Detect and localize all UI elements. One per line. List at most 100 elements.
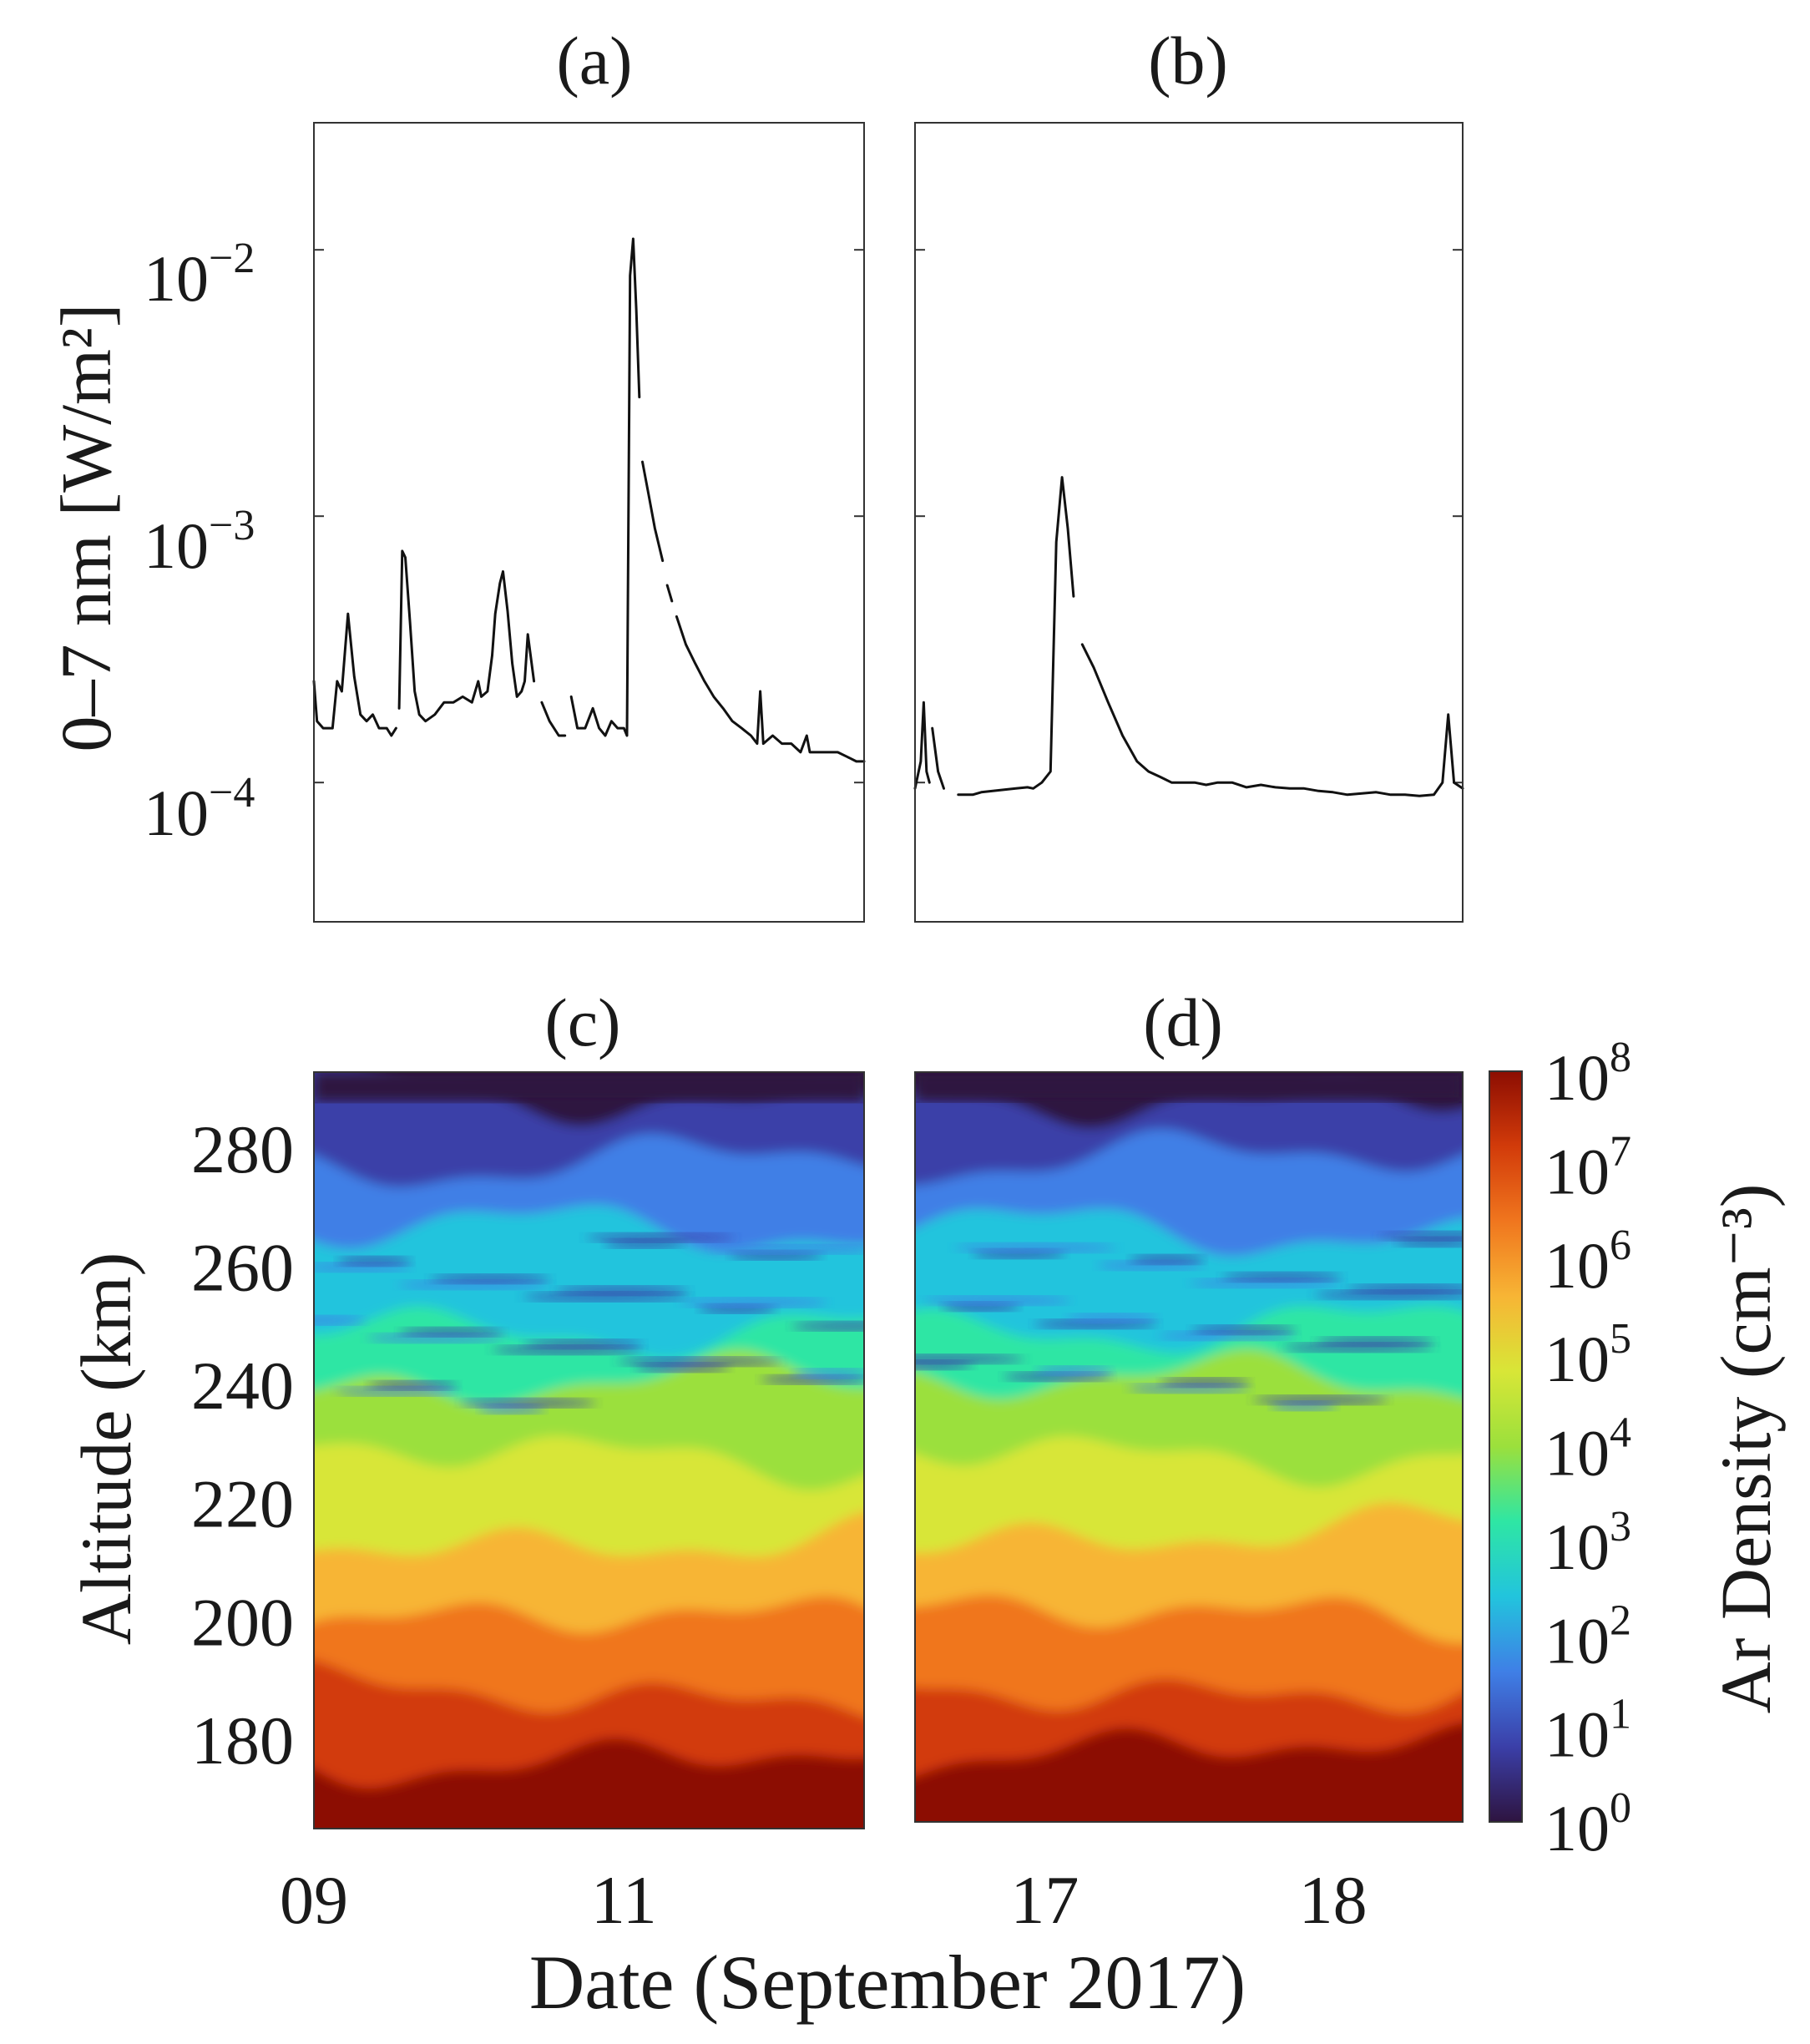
panel-c-heatmap bbox=[314, 1072, 864, 1829]
panel-b-trace bbox=[913, 476, 1464, 797]
date-tick-label-d-1: 18 bbox=[1299, 1862, 1368, 1938]
colorbar-tick-label-8-base: 10 bbox=[1545, 1041, 1610, 1114]
heatmap-streak-c-24 bbox=[680, 1298, 828, 1308]
y-tick-label-a-1-exp: −3 bbox=[209, 502, 255, 549]
panel-c-yticks: 180 200 220 240 260 280 bbox=[191, 1111, 294, 1778]
panel-d-heatmap bbox=[915, 1072, 1463, 1822]
colorbar-tick-label-0-exp: 0 bbox=[1610, 1784, 1631, 1832]
y-tick-label-a-1: 10−3 bbox=[144, 502, 255, 582]
colorbar-tick-label-8: 108 bbox=[1545, 1034, 1631, 1114]
heatmap-streak-c-18 bbox=[792, 1369, 864, 1379]
heatmap-streak-d-14 bbox=[915, 1353, 1024, 1364]
colorbar-tick-label-5: 105 bbox=[1545, 1315, 1631, 1395]
heatmap-streak-c-14 bbox=[617, 1356, 781, 1367]
colorbar-tick-label-0: 100 bbox=[1545, 1784, 1631, 1864]
panel-d-frame bbox=[914, 1071, 1464, 1823]
irradiance-trace-b-0 bbox=[913, 701, 931, 790]
y-tick-label-a-0: 10−4 bbox=[144, 769, 255, 849]
irradiance-trace-a-6 bbox=[675, 615, 866, 763]
y-tick-label-a-1-base: 10 bbox=[144, 509, 209, 582]
heatmap-streak-d-18 bbox=[1035, 1365, 1113, 1376]
colorbar-tick-label-4: 104 bbox=[1545, 1409, 1631, 1490]
altitude-tick-label-2: 220 bbox=[191, 1466, 294, 1542]
heatmap-streak-c-15 bbox=[314, 1315, 366, 1326]
irradiance-trace-a-2 bbox=[540, 701, 567, 737]
heatmap-streak-d-25 bbox=[1129, 1254, 1205, 1265]
y-tick-label-a-2-exp: −2 bbox=[209, 235, 255, 282]
panel-a-trace bbox=[312, 237, 866, 763]
heatmap-streak-d-24 bbox=[923, 1295, 1071, 1306]
ylabel-altitude: Altitude (km) bbox=[66, 1252, 146, 1646]
heatmap-streak-d-15 bbox=[1066, 1313, 1159, 1323]
altitude-tick-label-0: 180 bbox=[191, 1702, 294, 1778]
panel-d-title: (d) bbox=[1143, 984, 1223, 1060]
y-tick-label-a-2-base: 10 bbox=[144, 242, 209, 315]
heatmap-bands-c bbox=[314, 1072, 864, 1789]
heatmap-streak-c-2 bbox=[791, 1321, 864, 1332]
colorbar-tick-label-1-base: 10 bbox=[1545, 1698, 1610, 1771]
heatmap-streak-c-20 bbox=[555, 1285, 689, 1296]
colorbar-tick-label-1: 101 bbox=[1545, 1691, 1631, 1771]
irradiance-trace-b-3 bbox=[1080, 643, 1464, 797]
panel-c-xticks: 09 11 bbox=[280, 1862, 657, 1938]
heatmap-streak-c-23 bbox=[523, 1338, 643, 1349]
altitude-tick-label-5: 280 bbox=[191, 1111, 294, 1187]
colorbar-tick-label-2: 102 bbox=[1545, 1596, 1631, 1677]
colorbar-tick-label-5-base: 10 bbox=[1545, 1323, 1610, 1395]
heatmap-streak-d-19 bbox=[1191, 1324, 1297, 1335]
x-axis-label: Date (September 2017) bbox=[529, 1940, 1246, 2025]
colorbar-tick-label-7-base: 10 bbox=[1545, 1135, 1610, 1207]
colorbar-tick-label-6-exp: 6 bbox=[1610, 1222, 1631, 1269]
irradiance-trace-a-1 bbox=[397, 549, 536, 723]
heatmap-streak-d-21 bbox=[954, 1242, 1117, 1253]
heatmap-streak-c-16 bbox=[429, 1273, 550, 1284]
irradiance-trace-b-2 bbox=[957, 476, 1075, 797]
altitude-tick-label-1: 200 bbox=[191, 1584, 294, 1660]
heatmap-bands-d bbox=[915, 1072, 1463, 1778]
colorbar-tick-label-4-exp: 4 bbox=[1610, 1409, 1631, 1457]
altitude-tick-label-3: 240 bbox=[191, 1348, 294, 1424]
panel-a-frame bbox=[313, 122, 865, 923]
irradiance-trace-a-5 bbox=[665, 584, 674, 603]
heatmap-top-c bbox=[314, 1072, 864, 1102]
panel-b-title: (b) bbox=[1148, 23, 1228, 99]
heatmap-streak-d-22 bbox=[1160, 1377, 1251, 1388]
colorbar-tick-label-3: 103 bbox=[1545, 1503, 1631, 1583]
colorbar-label: Ar Density (cm⁻³) bbox=[1706, 1184, 1786, 1714]
panel-a-yticklabels: 10−4 10−3 10−2 bbox=[144, 235, 255, 849]
heatmap-streak-c-17 bbox=[586, 1232, 736, 1243]
irradiance-trace-a-0 bbox=[312, 612, 397, 737]
colorbar-gradient bbox=[1489, 1070, 1523, 1823]
irradiance-trace-a-4 bbox=[641, 460, 665, 563]
heatmap-streak-d-17 bbox=[1377, 1231, 1463, 1242]
colorbar-tick-label-2-base: 10 bbox=[1545, 1604, 1610, 1677]
panel-a: (a) 0–7 nm [W/m²] 10−4 10−3 10−2 bbox=[46, 23, 866, 923]
panel-a-title: (a) bbox=[556, 23, 632, 99]
panel-a-ticks bbox=[314, 249, 864, 784]
irradiance-trace-b-1 bbox=[931, 726, 945, 790]
panel-b-frame bbox=[914, 122, 1464, 923]
colorbar-tick-label-2-exp: 2 bbox=[1610, 1596, 1631, 1644]
altitude-tick-label-4: 260 bbox=[191, 1230, 294, 1306]
date-tick-label-d-0: 17 bbox=[1010, 1862, 1079, 1938]
y-tick-label-a-0-base: 10 bbox=[144, 777, 209, 849]
colorbar-tick-label-7: 107 bbox=[1545, 1127, 1631, 1207]
panel-c: (c) Altitude (km) 180 200 220 240 260 280 09 1… bbox=[66, 984, 865, 1938]
heatmap-streak-d-23 bbox=[1316, 1336, 1434, 1347]
colorbar-tick-label-6-base: 10 bbox=[1545, 1229, 1610, 1302]
colorbar-tick-label-3-base: 10 bbox=[1545, 1510, 1610, 1583]
colorbar-tick-label-6: 106 bbox=[1545, 1222, 1631, 1302]
ylabel-irradiance: 0–7 nm [W/m²] bbox=[46, 304, 126, 752]
y-tick-label-a-2: 10−2 bbox=[144, 235, 255, 315]
heatmap-streak-c-21 bbox=[711, 1244, 864, 1255]
y-tick-label-a-0-exp: −4 bbox=[209, 769, 255, 817]
panel-b: (b) bbox=[913, 23, 1464, 923]
colorbar-tick-label-1-exp: 1 bbox=[1610, 1691, 1631, 1738]
heatmap-streak-c-13 bbox=[461, 1398, 596, 1409]
colorbar-tick-label-8-exp: 8 bbox=[1610, 1034, 1631, 1081]
heatmap-streak-d-16 bbox=[1221, 1272, 1342, 1283]
colorbar-tick-label-3-exp: 3 bbox=[1610, 1503, 1631, 1551]
